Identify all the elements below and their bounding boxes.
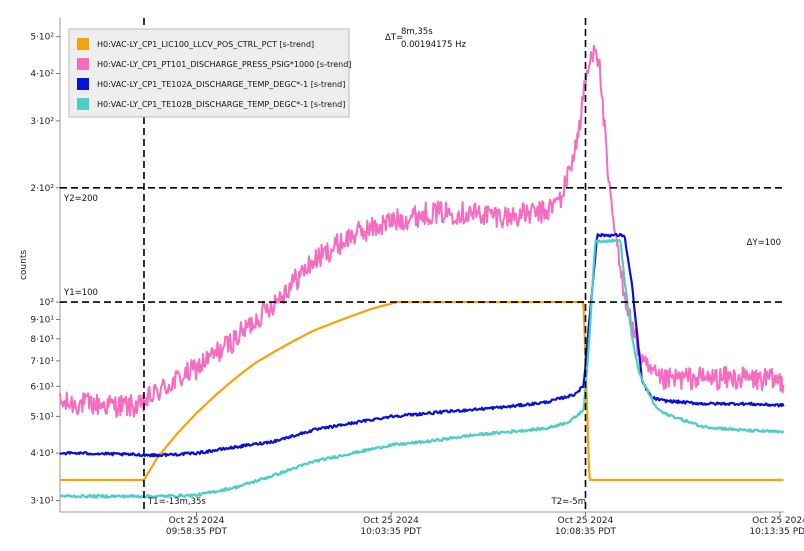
y-tick-label: 8·10¹ [30, 335, 54, 345]
delta-y-label: ΔY=100 [747, 238, 781, 248]
y-axis-label: counts [19, 250, 29, 280]
delta-t-value: 8m,35s [401, 27, 433, 37]
t2-cursor-label: T2=-5m [551, 497, 586, 507]
legend-swatch [77, 58, 89, 70]
y-tick-label: 7·10¹ [30, 357, 54, 367]
delta-t-symbol: ΔT= [385, 33, 403, 43]
y-tick-label: 9·10¹ [30, 315, 54, 325]
legend-entry[interactable]: H0:VAC-LY_CP1_TE102B_DISCHARGE_TEMP_DEGC… [97, 100, 345, 109]
x-tick-date: Oct 25 2024 [558, 516, 614, 526]
y-tick-label: 4·10² [30, 69, 54, 79]
legend-entry[interactable]: H0:VAC-LY_CP1_LIC100_LLCV_POS_CTRL_PCT [… [97, 40, 314, 49]
y-tick-label: 5·10¹ [30, 412, 54, 422]
y-tick-label: 10² [39, 298, 54, 308]
y-tick-label: 4·10¹ [30, 449, 54, 459]
x-tick-time: 09:58:35 PDT [166, 527, 228, 537]
series-layer [59, 44, 785, 499]
y-tick-label: 3·10² [30, 117, 54, 127]
legend-swatch [77, 38, 89, 50]
y-tick-label: 5·10² [30, 33, 54, 43]
legend-entry[interactable]: H0:VAC-LY_CP1_TE102A_DISCHARGE_TEMP_DEGC… [97, 80, 345, 89]
series-line [59, 301, 784, 482]
x-tick-time: 10:03:35 PDT [360, 527, 422, 537]
legend[interactable]: H0:VAC-LY_CP1_LIC100_LLCV_POS_CTRL_PCT [… [68, 28, 351, 118]
series-line [59, 44, 785, 418]
cursor-layer[interactable]: T1=-13m,35s T2=-5m Y1=100 Y2=200 ΔT= 8m,… [60, 18, 784, 512]
y1-cursor-label: Y1=100 [63, 288, 98, 298]
legend-box [68, 28, 350, 118]
y-tick-label: 3·10¹ [30, 497, 54, 507]
y2-cursor-label: Y2=200 [63, 194, 98, 204]
x-tick-time: 10:13:35 PDT [749, 527, 804, 537]
x-tick-date: Oct 25 2024 [363, 516, 419, 526]
x-tick-time: 10:08:35 PDT [555, 527, 617, 537]
legend-entry[interactable]: H0:VAC-LY_CP1_PT101_DISCHARGE_PRESS_PSIG… [97, 60, 351, 69]
legend-swatch [77, 78, 89, 90]
x-tick-date: Oct 25 2024 [752, 516, 804, 526]
series-line [59, 238, 785, 499]
x-tick-date: Oct 25 2024 [169, 516, 225, 526]
y-tick-label: 6·10¹ [30, 382, 54, 392]
legend-swatch [77, 98, 89, 110]
series-line [59, 232, 785, 458]
y-tick-label: 2·10² [30, 184, 54, 194]
t1-cursor-label: T1=-13m,35s [147, 497, 206, 507]
delta-t-frequency: 0.00194175 Hz [401, 40, 466, 50]
y-axis-ticks: 3·10¹ 4·10¹ 5·10¹ 6·10¹ 7·10¹ 8·10¹ 9·10¹ 10² 2·… [30, 33, 60, 507]
